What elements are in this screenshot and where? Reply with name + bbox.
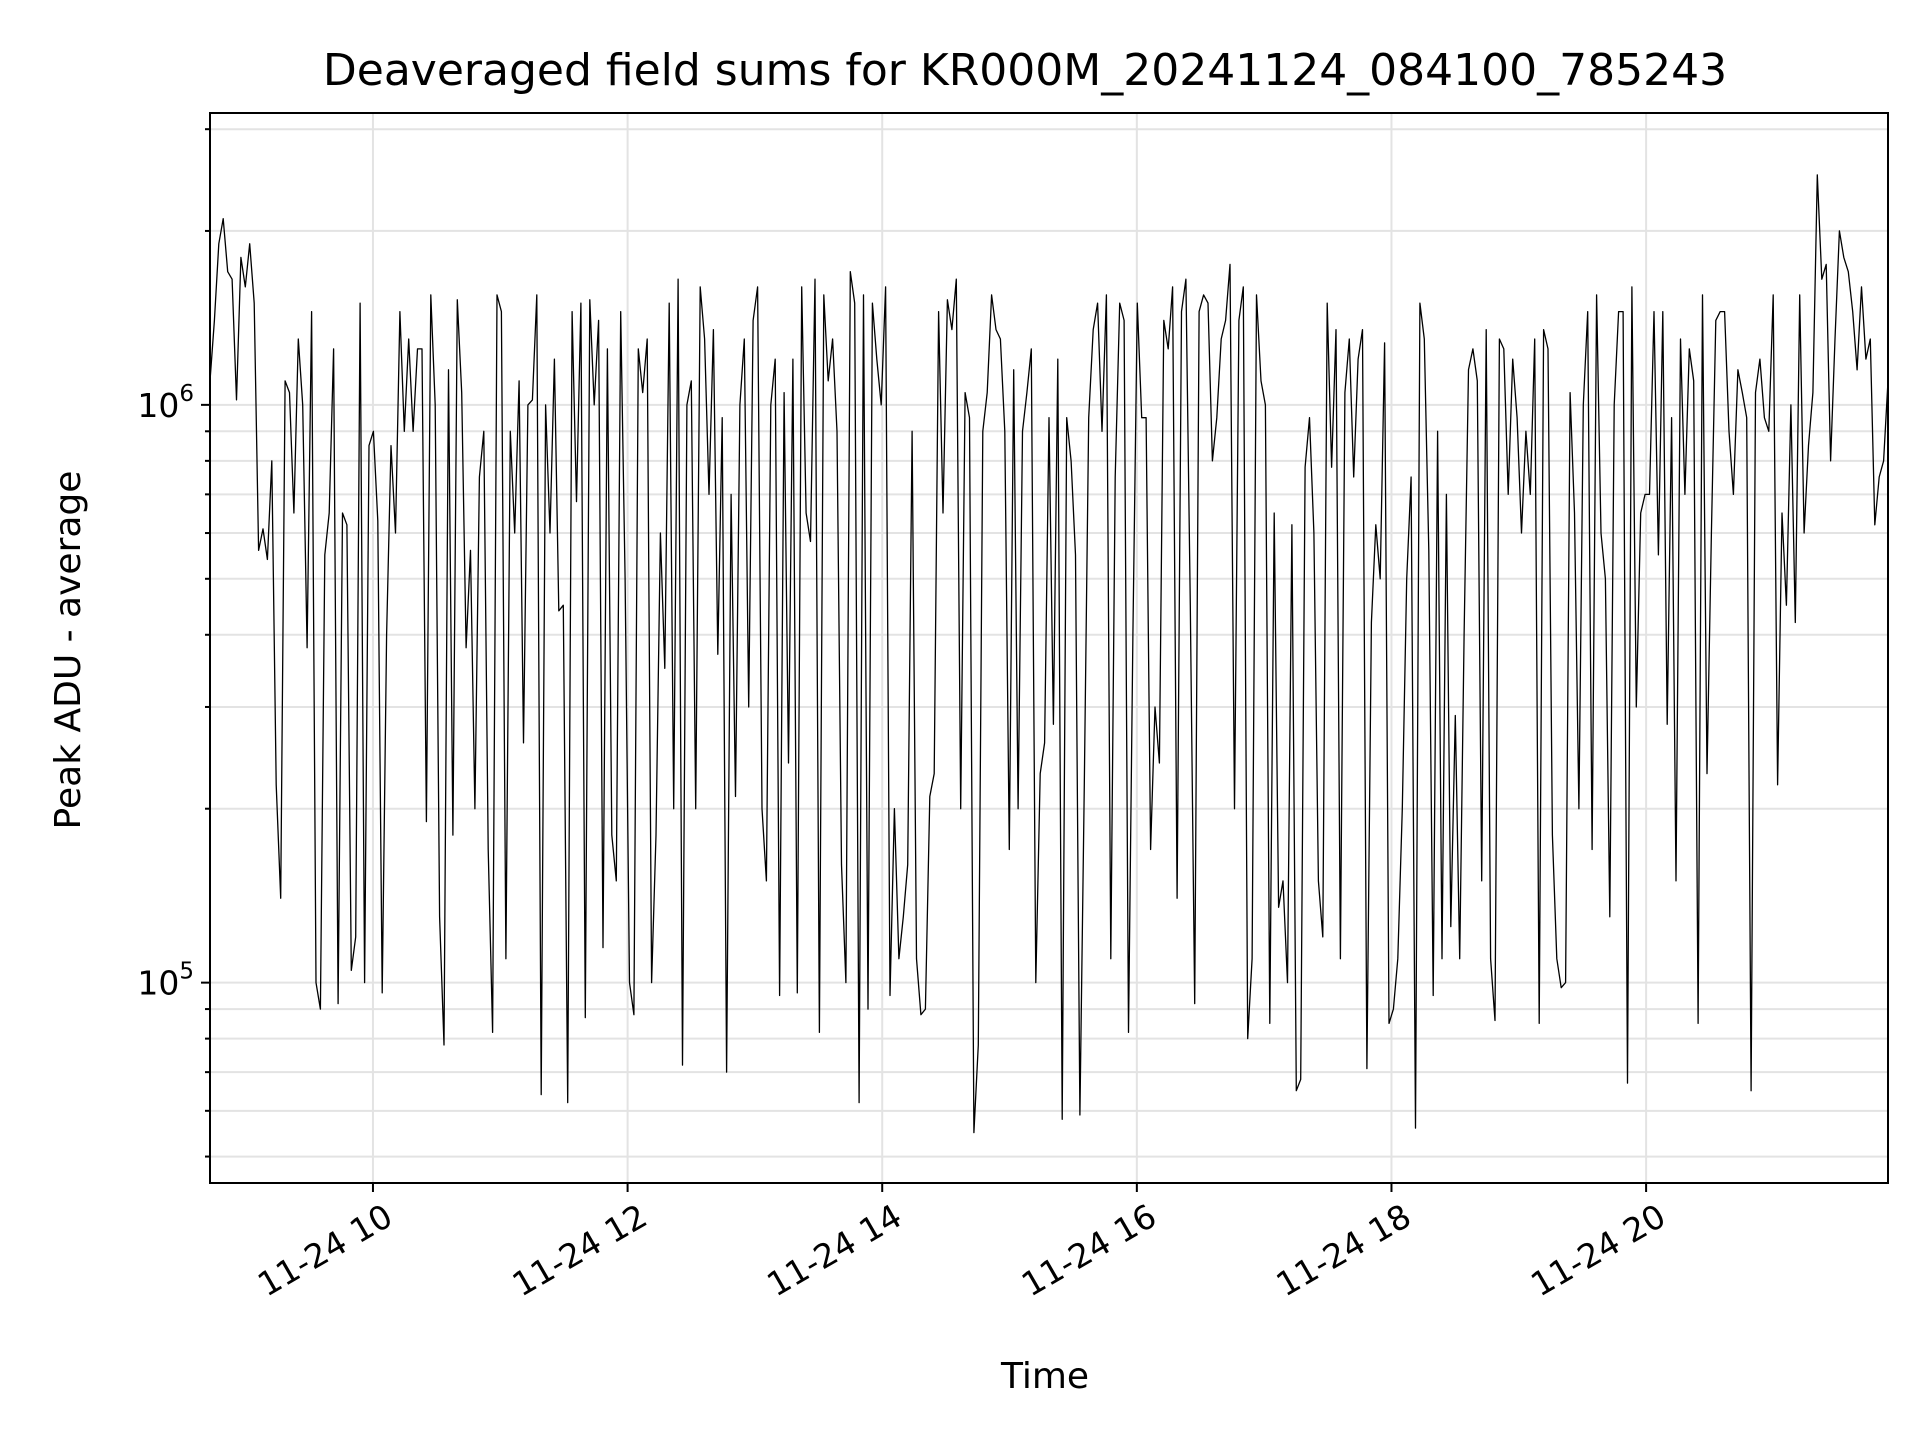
- y-axis-label: Peak ADU - average: [48, 471, 89, 830]
- series-line: [209, 174, 1889, 1134]
- x-gridlines: [371, 113, 1648, 1183]
- plot-area-frame: [209, 112, 1889, 1184]
- y-ticks: 106 105: [137, 128, 210, 1158]
- chart-title: Deaveraged field sums for KR000M_2024112…: [323, 45, 1727, 96]
- x-axis-label: Time: [1000, 1356, 1089, 1397]
- y-tick-label: 106: [137, 381, 194, 425]
- y-tick-label: 105: [137, 959, 194, 1003]
